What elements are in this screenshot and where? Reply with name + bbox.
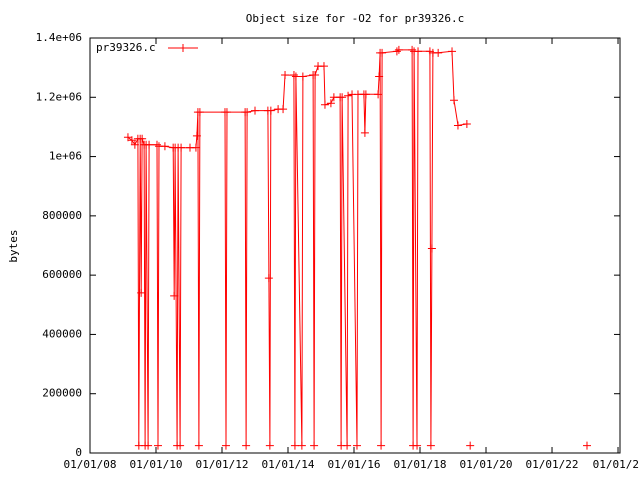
legend-marker [179, 44, 187, 52]
x-tick-label: 01/01/18 [394, 458, 447, 471]
point-marker [194, 441, 203, 450]
y-tick-label: 200000 [42, 387, 82, 400]
point-marker [243, 108, 252, 117]
chart-title: Object size for -O2 for pr39326.c [246, 12, 465, 25]
point-marker [192, 131, 201, 140]
point-marker [266, 106, 275, 115]
point-marker [394, 45, 403, 54]
point-marker [279, 105, 288, 114]
point-marker [462, 119, 471, 128]
point-marker [408, 45, 417, 54]
y-tick-label: 800000 [42, 209, 82, 222]
point-marker [176, 441, 185, 450]
point-marker [466, 441, 475, 450]
point-marker [352, 441, 361, 450]
plot-border [89, 37, 621, 454]
point-marker [127, 136, 136, 145]
point-marker [297, 441, 306, 450]
y-tick-label: 1.2e+06 [36, 90, 82, 103]
point-marker [377, 441, 386, 450]
y-tick-label: 600000 [42, 268, 82, 281]
x-tick-label: 01/01/12 [196, 458, 249, 471]
point-marker [298, 72, 307, 81]
point-marker [378, 48, 387, 57]
x-tick-label: 01/01/20 [460, 458, 513, 471]
point-marker [291, 72, 300, 81]
point-marker [195, 108, 204, 117]
x-tick-label: 01/01/2 [593, 458, 639, 471]
point-marker [311, 71, 320, 80]
point-marker [191, 143, 200, 152]
point-marker [264, 274, 273, 283]
point-marker [453, 121, 462, 130]
point-marker [319, 62, 328, 71]
point-marker [582, 441, 591, 450]
legend-label: pr39326.c [96, 41, 156, 54]
point-marker [160, 142, 169, 151]
point-marker [152, 140, 161, 149]
point-marker [170, 291, 179, 300]
point-marker [251, 106, 260, 115]
y-tick-label: 0 [75, 446, 82, 459]
point-marker [221, 441, 230, 450]
x-tick-label: 01/01/14 [262, 458, 315, 471]
point-marker [145, 140, 154, 149]
y-axis-label: bytes [7, 229, 20, 262]
point-marker [320, 100, 329, 109]
point-marker [289, 71, 298, 80]
point-marker [344, 91, 353, 100]
point-marker [360, 128, 369, 137]
point-marker [448, 47, 457, 56]
point-marker [222, 108, 231, 117]
point-marker [338, 93, 347, 102]
point-marker [144, 441, 153, 450]
point-marker [310, 441, 319, 450]
point-marker [130, 140, 139, 149]
point-marker [413, 441, 422, 450]
point-marker [375, 72, 384, 81]
point-marker [450, 96, 459, 105]
point-marker [426, 441, 435, 450]
point-marker [281, 71, 290, 80]
y-tick-label: 1e+06 [49, 150, 82, 163]
y-tick-label: 400000 [42, 327, 82, 340]
point-marker [343, 441, 352, 450]
x-tick-label: 01/01/16 [328, 458, 381, 471]
point-marker [153, 441, 162, 450]
point-marker [374, 90, 383, 99]
point-marker [138, 134, 147, 143]
point-marker [361, 90, 370, 99]
point-marker [392, 47, 401, 56]
point-marker [414, 47, 423, 56]
y-tick-label: 1.4e+06 [36, 31, 82, 44]
point-marker [290, 441, 299, 450]
point-marker [434, 48, 443, 57]
x-tick-label: 01/01/10 [130, 458, 183, 471]
point-marker [137, 288, 146, 297]
x-tick-label: 01/01/08 [64, 458, 117, 471]
x-tick-label: 01/01/22 [526, 458, 579, 471]
point-marker [177, 143, 186, 152]
point-marker [242, 441, 251, 450]
point-marker [427, 244, 436, 253]
point-marker [265, 441, 274, 450]
point-marker [326, 99, 335, 108]
